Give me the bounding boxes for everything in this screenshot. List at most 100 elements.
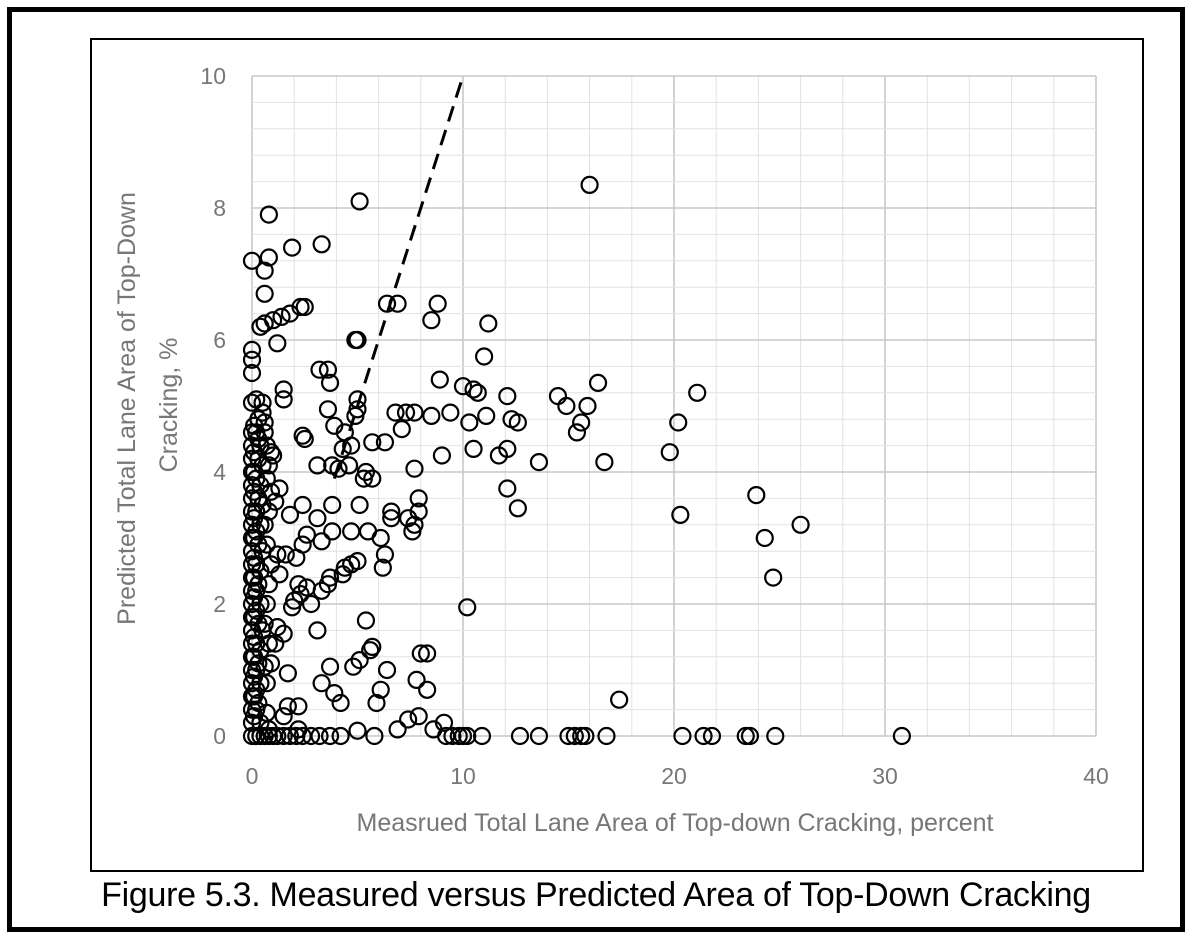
y-tick-label: 10 (200, 63, 226, 89)
data-point (242, 700, 262, 719)
data-point (479, 314, 498, 333)
data-point (388, 720, 407, 739)
x-tick-label: 30 (872, 763, 898, 789)
data-point (268, 617, 287, 637)
data-point (242, 687, 262, 706)
data-point (270, 565, 289, 584)
data-point (333, 439, 352, 458)
data-point (280, 726, 300, 746)
y-tick-label: 8 (213, 195, 226, 221)
data-points (242, 175, 911, 746)
data-point (278, 697, 297, 716)
data-point (529, 453, 549, 472)
data-point (331, 726, 350, 746)
data-point (468, 383, 487, 402)
data-point (567, 423, 587, 442)
data-point (257, 674, 276, 693)
data-point (310, 726, 329, 746)
data-point (399, 710, 418, 729)
data-point (242, 621, 262, 640)
data-point (242, 568, 262, 587)
data-point (755, 528, 774, 548)
data-point (264, 311, 283, 330)
data-point (295, 297, 314, 317)
data-point (375, 433, 395, 452)
data-point (268, 334, 287, 353)
data-point (458, 726, 477, 746)
data-point (405, 459, 424, 478)
tick-labels: 0 10 20 30 40 0 2 4 6 8 10 (200, 63, 1108, 789)
data-point (308, 456, 327, 475)
data-point (373, 558, 392, 577)
y-tick-label: 0 (213, 723, 226, 749)
data-point (242, 350, 262, 369)
data-point (287, 548, 306, 567)
data-point (293, 495, 312, 515)
data-point (333, 565, 352, 584)
data-point (464, 439, 483, 458)
data-point (418, 680, 437, 699)
data-point (660, 443, 679, 462)
x-axis-label: Measrued Total Lane Area of Top-down Cra… (357, 809, 994, 837)
data-point (747, 486, 766, 505)
data-point (242, 542, 262, 561)
data-point (242, 393, 262, 412)
data-point (610, 690, 629, 709)
data-point (255, 314, 274, 333)
data-point (489, 446, 508, 465)
data-point (363, 433, 382, 452)
data-point (764, 568, 783, 587)
data-point (242, 476, 262, 495)
data-point (308, 509, 327, 528)
data-point (382, 502, 401, 521)
data-point (261, 482, 281, 501)
data-point (297, 525, 316, 544)
data-point (458, 598, 477, 617)
x-tick-label: 40 (1083, 763, 1109, 789)
data-point (312, 674, 331, 693)
data-point (498, 387, 517, 406)
data-point (409, 489, 428, 508)
data-point (396, 403, 416, 422)
data-point (673, 726, 692, 746)
data-point (282, 598, 302, 617)
data-point (242, 502, 262, 521)
data-point (572, 413, 591, 432)
data-point (472, 726, 492, 746)
data-point (287, 726, 306, 746)
x-tick-label: 20 (661, 763, 687, 789)
data-point (274, 707, 293, 726)
data-point (407, 670, 426, 690)
data-point (348, 721, 367, 740)
data-point (386, 403, 405, 422)
data-point (325, 683, 344, 703)
data-point (498, 479, 517, 498)
data-point (475, 347, 494, 366)
data-point (242, 449, 262, 468)
data-point (892, 726, 911, 746)
data-point (694, 726, 713, 746)
y-axis-label-line-2: Cracking, % (155, 338, 183, 473)
data-point (766, 726, 785, 746)
data-point (323, 495, 342, 515)
data-point (418, 644, 437, 663)
data-point (371, 680, 390, 699)
data-point (318, 575, 338, 594)
data-point (669, 413, 688, 432)
data-point (291, 584, 310, 604)
data-point (251, 713, 270, 732)
data-point (270, 479, 289, 498)
data-point (242, 528, 262, 548)
data-point (331, 693, 350, 713)
data-point (403, 522, 422, 541)
data-point (255, 413, 274, 432)
data-point (242, 581, 262, 600)
data-point (257, 594, 276, 614)
data-point (261, 443, 281, 462)
y-tick-label: 4 (213, 459, 226, 485)
data-point (264, 446, 283, 465)
data-point (329, 459, 348, 478)
data-point (255, 515, 274, 534)
data-point (280, 304, 300, 323)
data-point (242, 340, 262, 359)
